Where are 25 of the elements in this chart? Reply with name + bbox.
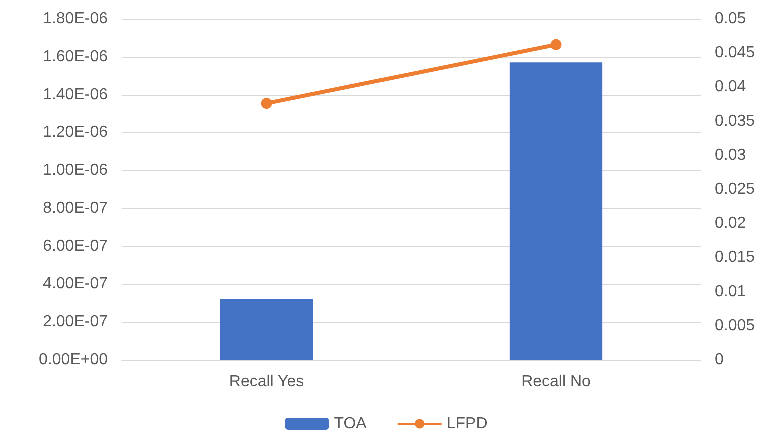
y2-tick-label: 0.04 — [715, 78, 746, 96]
x-tick-label: Recall No — [522, 374, 592, 390]
y2-tick-label: 0.015 — [715, 249, 756, 266]
x-tick-label: Recall Yes — [229, 374, 304, 390]
y2-tick-label: 0.045 — [715, 44, 756, 62]
y-tick-label: 0.00E+00 — [39, 352, 108, 368]
y-tick-label: 1.60E-06 — [43, 48, 108, 66]
y2-tick-label: 0.01 — [715, 283, 746, 300]
y-tick-label: 2.00E-07 — [43, 314, 108, 331]
legend-label: LFPD — [446, 416, 488, 432]
y2-tick-label: 0.035 — [715, 112, 756, 130]
y2-tick-label: 0.05 — [715, 10, 746, 28]
y2-tick-label: 0 — [715, 352, 724, 368]
y-tick-label: 8.00E-07 — [43, 200, 108, 217]
y-tick-label: 1.20E-06 — [43, 124, 108, 142]
y-tick-label: 4.00E-07 — [43, 276, 108, 293]
y-tick-label: 6.00E-07 — [43, 238, 108, 255]
y-tick-label: 1.00E-06 — [43, 162, 108, 180]
y2-tick-label: 0.025 — [715, 181, 756, 198]
legend-label: TOA — [334, 416, 368, 432]
y2-tick-label: 0.03 — [715, 146, 746, 164]
y2-tick-label: 0.005 — [715, 317, 756, 334]
y-tick-label: 1.80E-06 — [43, 10, 108, 28]
y2-tick-label: 0.02 — [715, 215, 746, 232]
y-tick-label: 1.40E-06 — [43, 86, 108, 104]
